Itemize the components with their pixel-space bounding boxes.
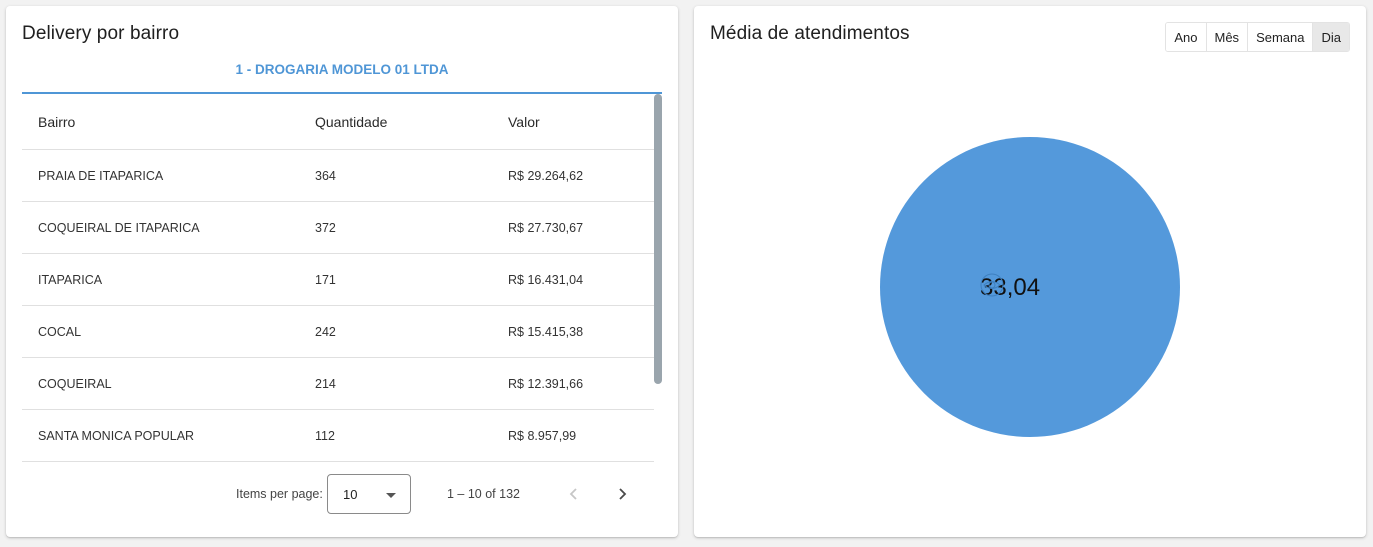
- period-ano-button[interactable]: Ano: [1166, 23, 1206, 51]
- cell-bairro: COCAL: [38, 324, 82, 339]
- column-header-quantidade[interactable]: Quantidade: [315, 113, 388, 130]
- pie-chart: 33,04: [880, 137, 1180, 437]
- cell-quantidade: 214: [315, 376, 336, 391]
- chevron-right-icon: [619, 488, 627, 500]
- eye-icon: [980, 273, 1004, 297]
- cell-bairro: SANTA MONICA POPULAR: [38, 428, 195, 443]
- period-semana-button[interactable]: Semana: [1247, 23, 1313, 51]
- cell-bairro: PRAIA DE ITAPARICA: [38, 168, 164, 183]
- column-header-bairro[interactable]: Bairro: [38, 113, 76, 130]
- pie-chart-svg: [880, 137, 1180, 437]
- media-card: Média de atendimentos Ano Mês Semana Dia…: [694, 6, 1366, 537]
- table-scrollbar-thumb[interactable]: [654, 94, 662, 384]
- table-row[interactable]: COQUEIRAL 214 R$ 12.391,66: [22, 358, 654, 410]
- next-page-button[interactable]: [606, 478, 638, 510]
- table-row[interactable]: PRAIA DE ITAPARICA 364 R$ 29.264,62: [22, 150, 654, 202]
- period-toggle-group: Ano Mês Semana Dia: [1165, 22, 1350, 52]
- table-header-row: Bairro Quantidade Valor: [22, 94, 654, 150]
- table-row[interactable]: COQUEIRAL DE ITAPARICA 372 R$ 27.730,67: [22, 202, 654, 254]
- page-range-label: 1 – 10 of 132: [447, 487, 520, 501]
- cell-valor: R$ 29.264,62: [508, 168, 584, 183]
- store-tab-label: 1 - DROGARIA MODELO 01 LTDA: [235, 62, 449, 77]
- page-size-select[interactable]: 10: [327, 474, 411, 514]
- page-size-value: 10: [343, 487, 358, 502]
- table-row[interactable]: ITAPARICA 171 R$ 16.431,04: [22, 254, 654, 306]
- delivery-card: Delivery por bairro 1 - DROGARIA MODELO …: [6, 6, 678, 537]
- column-header-valor[interactable]: Valor: [508, 113, 540, 130]
- delivery-card-title: Delivery por bairro: [22, 23, 180, 44]
- cell-bairro: ITAPARICA: [38, 272, 103, 287]
- cell-quantidade: 112: [315, 428, 335, 443]
- cell-bairro: COQUEIRAL DE ITAPARICA: [38, 220, 200, 235]
- items-per-page-label: Items per page:: [236, 487, 323, 501]
- table-row[interactable]: SANTA MONICA POPULAR 112 R$ 8.957,99: [22, 410, 654, 462]
- table-row[interactable]: COCAL 242 R$ 15.415,38: [22, 306, 654, 358]
- cell-valor: R$ 16.431,04: [508, 272, 584, 287]
- media-card-title: Média de atendimentos: [710, 23, 910, 44]
- cell-quantidade: 171: [315, 272, 336, 287]
- delivery-table: Bairro Quantidade Valor PRAIA DE ITAPARI…: [22, 94, 662, 462]
- period-mes-button[interactable]: Mês: [1205, 23, 1248, 51]
- pie-slice-label: 33,04: [980, 273, 1040, 303]
- cell-valor: R$ 8.957,99: [508, 428, 577, 443]
- cell-valor: R$ 27.730,67: [508, 220, 584, 235]
- cell-valor: R$ 15.415,38: [508, 324, 584, 339]
- pie-slice[interactable]: [880, 137, 1180, 437]
- cell-valor: R$ 12.391,66: [508, 376, 584, 391]
- paginator: Items per page: 10 1 – 10 of 132: [6, 462, 678, 526]
- store-tab[interactable]: 1 - DROGARIA MODELO 01 LTDA: [22, 58, 662, 94]
- period-dia-button[interactable]: Dia: [1312, 23, 1349, 51]
- cell-bairro: COQUEIRAL: [38, 376, 112, 391]
- previous-page-button[interactable]: [558, 478, 590, 510]
- cell-quantidade: 242: [315, 324, 336, 339]
- cell-quantidade: 372: [315, 220, 336, 235]
- triangle-down-icon: [386, 493, 396, 498]
- chevron-left-icon: [569, 488, 577, 500]
- cell-quantidade: 364: [315, 168, 336, 183]
